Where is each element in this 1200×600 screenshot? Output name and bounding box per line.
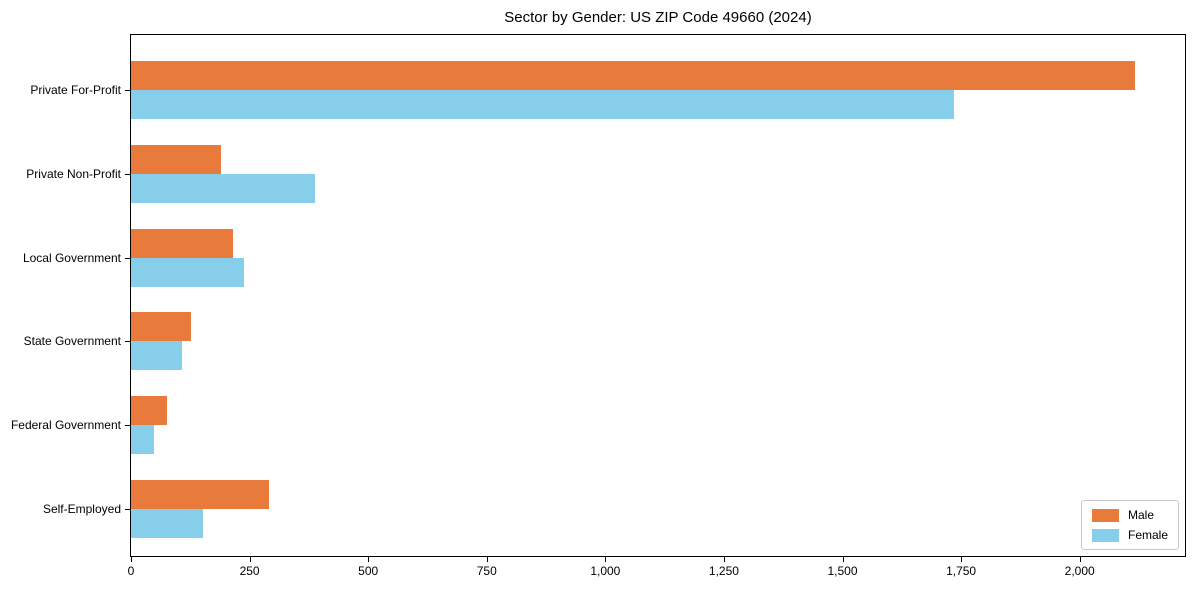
x-tick-label-1500: 1,500: [827, 564, 858, 578]
legend-item-female: Female: [1091, 528, 1168, 542]
bar-female-private-non-profit: [131, 173, 315, 203]
legend-item-male: Male: [1091, 508, 1168, 522]
x-tick-mark: [723, 557, 725, 562]
x-tick-mark: [249, 557, 251, 562]
x-tick-mark: [842, 557, 844, 562]
x-tick-mark: [486, 557, 488, 562]
y-tick-mark: [125, 509, 130, 510]
y-tick-mark: [125, 90, 130, 91]
bar-male-local-government: [131, 228, 233, 258]
legend: Male Female: [1080, 500, 1179, 550]
x-tick-mark: [605, 557, 607, 562]
bar-female-self-employed: [131, 509, 204, 538]
bar-female-federal-government: [131, 425, 154, 455]
y-tick-label-state-government: State Government: [23, 334, 121, 349]
bar-male-self-employed: [131, 480, 270, 509]
y-tick-label-local-government: Local Government: [22, 250, 121, 265]
x-tick-label-1250: 1,250: [708, 564, 739, 578]
legend-swatch-male: [1091, 508, 1119, 522]
x-tick-label-2000: 2,000: [1064, 564, 1095, 578]
bar-female-private-for-profit: [131, 90, 954, 119]
legend-label-male: Male: [1127, 508, 1154, 522]
y-tick-mark: [125, 173, 130, 175]
x-tick-mark: [1079, 557, 1081, 562]
bar-male-private-non-profit: [131, 144, 221, 174]
bar-male-private-for-profit: [131, 61, 1135, 90]
x-tick-mark: [368, 557, 370, 562]
x-tick-label-1000: 1,000: [590, 564, 621, 578]
bar-male-federal-government: [131, 396, 168, 426]
plot-area: Male Female Private For-Profit Private Non…: [11, 34, 1186, 578]
chart-title: Sector by Gender: US ZIP Code 49660 (202…: [504, 9, 812, 26]
x-tick-label-250: 250: [239, 564, 260, 578]
y-tick-mark: [125, 257, 130, 259]
bar-female-local-government: [131, 257, 244, 287]
x-tick-label-750: 750: [476, 564, 497, 578]
y-tick-mark: [125, 425, 130, 427]
y-tick-label-self-employed: Self-Employed: [42, 502, 121, 516]
legend-swatch-female: [1091, 528, 1119, 542]
y-tick-label-federal-government: Federal Government: [10, 418, 121, 433]
legend-label-female: Female: [1127, 528, 1168, 542]
y-tick-mark: [125, 341, 130, 343]
bar-female-state-government: [131, 341, 182, 371]
x-tick-mark: [961, 557, 963, 562]
y-tick-label-private-non-profit: Private Non-Profit: [26, 166, 121, 181]
x-tick-label-1750: 1,750: [946, 564, 977, 578]
x-tick-mark: [131, 557, 132, 562]
x-tick-label-500: 500: [358, 564, 379, 578]
y-tick-label-private-for-profit: Private For-Profit: [30, 83, 121, 97]
bar-male-state-government: [131, 312, 191, 342]
x-tick-label-0: 0: [127, 564, 135, 578]
